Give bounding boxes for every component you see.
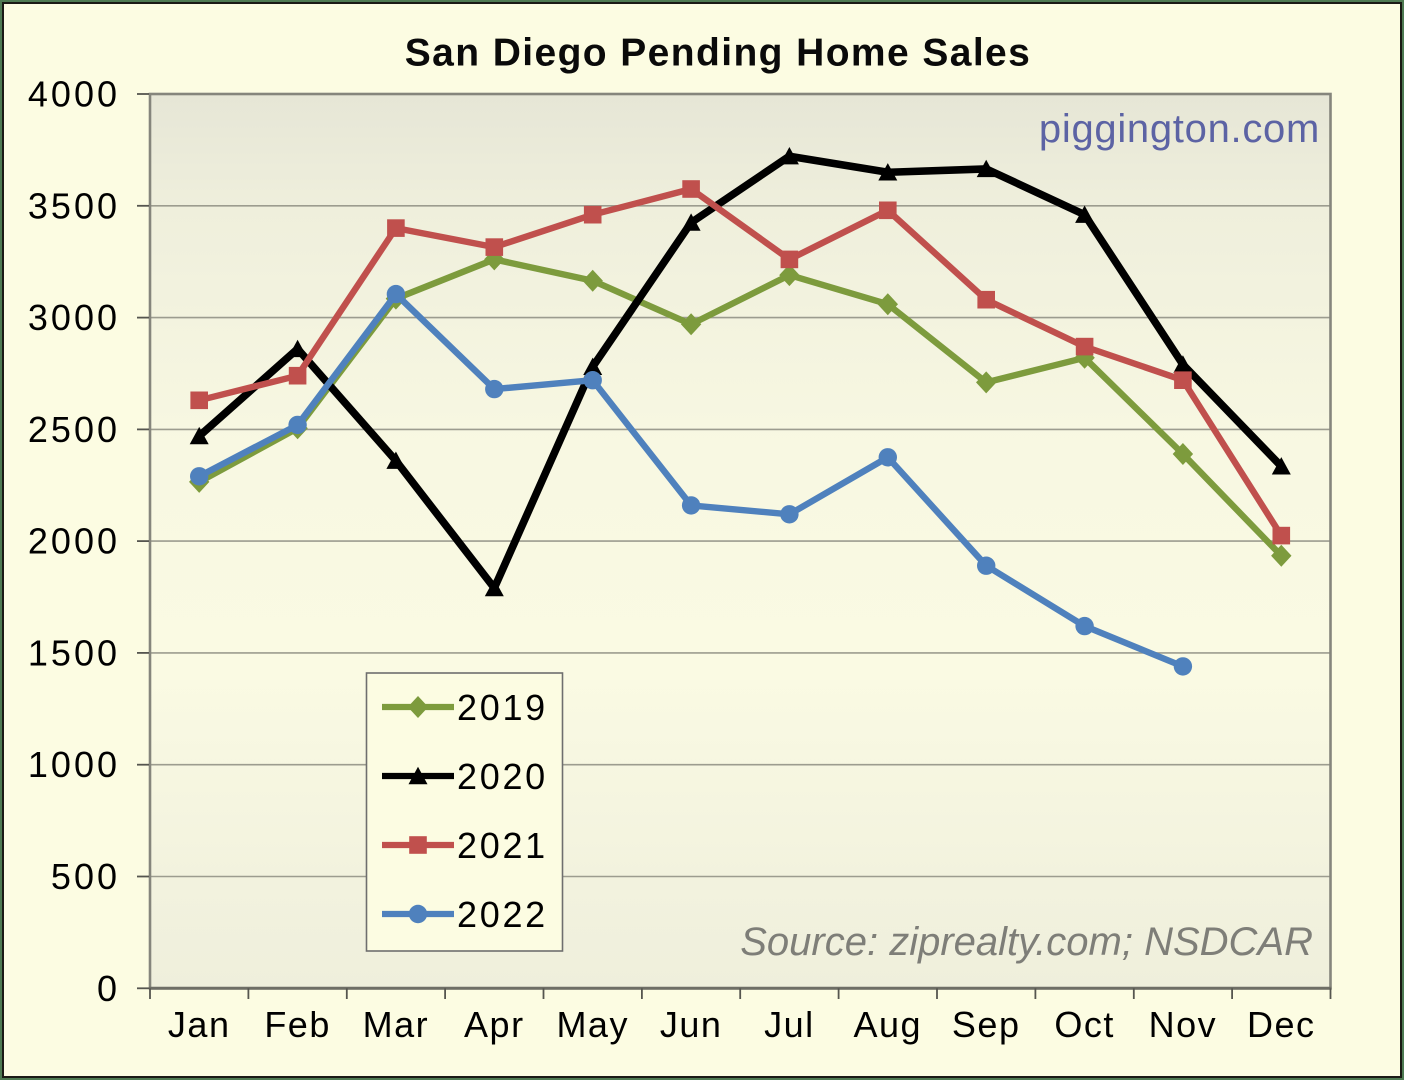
svg-text:piggington.com: piggington.com <box>1039 107 1320 151</box>
svg-text:500: 500 <box>51 856 120 897</box>
svg-text:1500: 1500 <box>28 632 120 673</box>
svg-text:3000: 3000 <box>28 297 120 338</box>
svg-text:Jun: Jun <box>660 1004 723 1045</box>
svg-text:2000: 2000 <box>28 521 120 562</box>
svg-text:Aug: Aug <box>854 1004 923 1045</box>
svg-text:2022: 2022 <box>457 894 548 935</box>
svg-text:Nov: Nov <box>1149 1004 1218 1045</box>
svg-text:2500: 2500 <box>28 409 120 450</box>
svg-text:Jul: Jul <box>764 1004 815 1045</box>
svg-text:0: 0 <box>97 968 120 1009</box>
svg-text:May: May <box>556 1004 629 1045</box>
svg-text:Jan: Jan <box>168 1004 231 1045</box>
svg-text:Sep: Sep <box>952 1004 1021 1045</box>
svg-text:Mar: Mar <box>363 1004 430 1045</box>
svg-text:2019: 2019 <box>457 687 548 728</box>
svg-text:Oct: Oct <box>1054 1004 1115 1045</box>
svg-text:Feb: Feb <box>264 1004 331 1045</box>
svg-text:4000: 4000 <box>28 74 120 115</box>
svg-text:2021: 2021 <box>457 825 548 866</box>
svg-text:Apr: Apr <box>464 1004 525 1045</box>
svg-text:Source: ziprealty.com; NSDCAR: Source: ziprealty.com; NSDCAR <box>740 920 1313 964</box>
svg-text:San Diego Pending Home Sales: San Diego Pending Home Sales <box>405 32 1032 75</box>
svg-text:1000: 1000 <box>28 744 120 785</box>
svg-text:2020: 2020 <box>457 756 548 797</box>
svg-text:Dec: Dec <box>1247 1004 1316 1045</box>
svg-text:3500: 3500 <box>28 185 120 226</box>
